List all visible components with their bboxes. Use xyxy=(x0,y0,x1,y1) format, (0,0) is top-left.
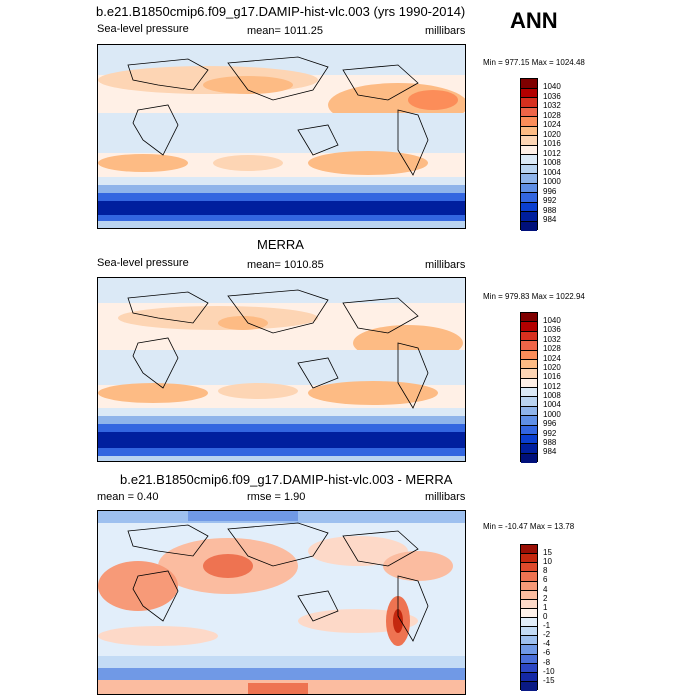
panel-2-units-label: millibars xyxy=(425,259,466,271)
colorbar-tick: 988 xyxy=(543,205,557,215)
panel-1-units-label: millibars xyxy=(425,25,466,37)
colorbar-tick: 996 xyxy=(543,419,557,429)
panel-3-rmse-label: rmse = 1.90 xyxy=(247,491,306,503)
colorbar-tick: 1024 xyxy=(543,353,561,363)
colorbar-tick: 1012 xyxy=(543,381,561,391)
colorbar-tick: 15 xyxy=(543,548,552,557)
colorbar-tick: 1016 xyxy=(543,139,561,148)
panel-3-mean-label: mean = 0.40 xyxy=(97,491,159,503)
colorbar-tick: 992 xyxy=(543,428,557,438)
panel-2-variable-label: Sea-level pressure xyxy=(97,257,189,269)
panel-2-title: MERRA xyxy=(257,237,304,252)
colorbar-tick: 1012 xyxy=(543,148,561,158)
colorbar-tick: 1032 xyxy=(543,334,561,344)
colorbar-tick: 1 xyxy=(543,602,548,612)
colorbar-tick: 10 xyxy=(543,557,552,567)
colorbar-tick: -10 xyxy=(543,666,555,676)
panel-2-mean-label: mean= 1010.85 xyxy=(247,259,324,271)
panel-3-minmax: Min = -10.47 Max = 13.78 xyxy=(483,522,575,531)
panel-2-colorbar xyxy=(520,312,538,463)
panel-1-map-field xyxy=(98,45,465,228)
colorbar-tick: 1032 xyxy=(543,101,561,110)
panel-3-map-field xyxy=(98,511,465,694)
colorbar-tick: 1008 xyxy=(543,391,561,400)
colorbar-tick: 1020 xyxy=(543,362,561,372)
panel-1-variable-label: Sea-level pressure xyxy=(97,23,189,35)
panel-1-minmax: Min = 977.15 Max = 1024.48 xyxy=(483,58,585,67)
colorbar-tick: -8 xyxy=(543,657,551,667)
colorbar-tick: 8 xyxy=(543,566,548,576)
colorbar-tick: -4 xyxy=(543,639,551,649)
colorbar-tick: 1020 xyxy=(543,129,561,139)
colorbar-tick: 1008 xyxy=(543,158,561,167)
colorbar-tick: 1024 xyxy=(543,120,561,129)
colorbar-tick: 988 xyxy=(543,437,557,447)
colorbar-tick: 1000 xyxy=(543,409,561,419)
panel-2-map-field xyxy=(98,278,465,461)
colorbar-tick: 1028 xyxy=(543,110,561,120)
panel-2-minmax: Min = 979.83 Max = 1022.94 xyxy=(483,292,585,301)
colorbar-tick: 1036 xyxy=(543,91,561,101)
panel-3-map xyxy=(97,510,466,695)
panel-1-mean-label: mean= 1011.25 xyxy=(247,25,323,37)
colorbar-tick: 1040 xyxy=(543,316,561,325)
colorbar-tick: 2 xyxy=(543,593,548,603)
colorbar-tick: 6 xyxy=(543,575,548,585)
colorbar-tick: 984 xyxy=(543,447,557,457)
panel-2-map xyxy=(97,277,466,462)
colorbar-tick: 992 xyxy=(543,196,557,205)
colorbar-tick: -1 xyxy=(543,621,551,630)
season-label: ANN xyxy=(510,8,558,33)
panel-1-map xyxy=(97,44,466,229)
panel-3-title: b.e21.B1850cmip6.f09_g17.DAMIP-hist-vlc.… xyxy=(120,472,453,487)
panel-3-units-label: millibars xyxy=(425,491,466,503)
colorbar-tick: 1004 xyxy=(543,167,561,177)
colorbar-tick: 1028 xyxy=(543,344,561,354)
colorbar-tick: -2 xyxy=(543,630,551,640)
colorbar-tick: 4 xyxy=(543,584,548,594)
colorbar-tick: 1036 xyxy=(543,325,561,335)
colorbar-tick: 984 xyxy=(543,215,557,224)
panel-1-title: b.e21.B1850cmip6.f09_g17.DAMIP-hist-vlc.… xyxy=(96,4,466,19)
colorbar-tick: 1016 xyxy=(543,372,561,382)
colorbar-tick: 1000 xyxy=(543,177,561,186)
colorbar-tick: 996 xyxy=(543,186,557,196)
colorbar-tick: 0 xyxy=(543,611,548,621)
panel-3-colorbar xyxy=(520,544,538,691)
colorbar-tick: -15 xyxy=(543,675,555,685)
colorbar-tick: 1004 xyxy=(543,400,561,410)
colorbar-tick: 1040 xyxy=(543,82,561,91)
panel-1-colorbar xyxy=(520,78,538,231)
colorbar-tick: -6 xyxy=(543,648,551,658)
